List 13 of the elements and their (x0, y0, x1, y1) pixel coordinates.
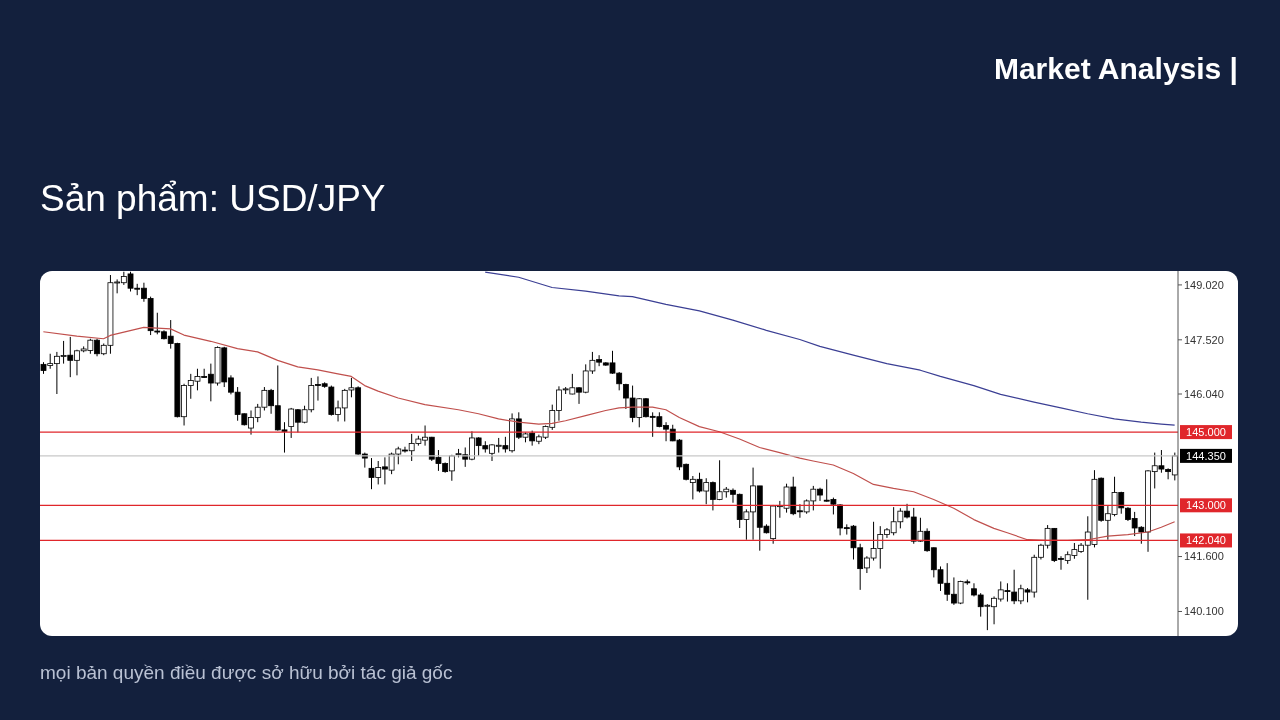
chart-title: Sản phẩm: USD/JPY (40, 178, 386, 220)
y-tick-label: 140.100 (1184, 605, 1224, 618)
ref-line-label: 143.000 (1186, 499, 1226, 512)
ref-line-label: 145.000 (1186, 426, 1226, 439)
y-tick-label: 141.600 (1184, 550, 1224, 563)
y-tick-label: 149.020 (1184, 278, 1224, 291)
chart-subtitle: Market Analysis | (993, 52, 1238, 86)
y-tick-label: 147.520 (1184, 333, 1224, 346)
text: mọi bản quyền điều được sở hữu bởi tác giả gốc (40, 662, 453, 684)
y-tick-label: 146.040 (1184, 387, 1224, 400)
ref-line-label: 142.040 (1186, 534, 1226, 547)
line-series (484, 271, 1176, 426)
ref-line-label: 144.350 (1186, 449, 1226, 462)
